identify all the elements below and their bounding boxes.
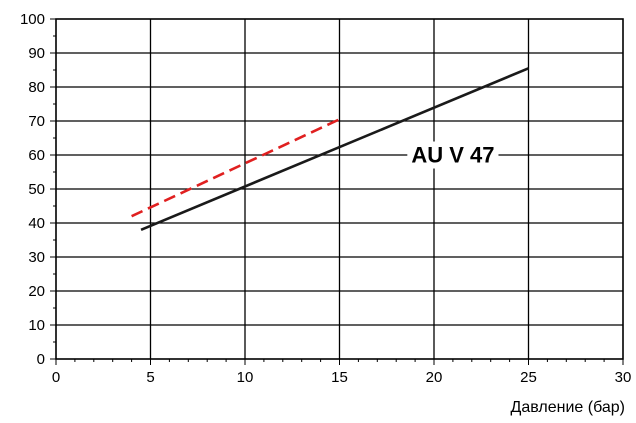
y-tick-label: 0 [37, 351, 45, 368]
y-tick-label: 90 [28, 45, 45, 62]
y-tick-label: 60 [28, 147, 45, 164]
y-tick-label: 100 [20, 11, 45, 28]
grid [56, 19, 623, 359]
x-tick-label: 30 [615, 369, 632, 386]
y-tick-labels: 0 10 20 30 40 50 60 70 80 90 100 [20, 11, 45, 368]
annotation-background [407, 141, 499, 169]
y-tick-label: 20 [28, 283, 45, 300]
x-axis-label: Давление (бар) [511, 399, 625, 416]
x-tick-label: 20 [426, 369, 443, 386]
x-tick-labels: 0 5 10 15 20 25 30 [52, 369, 632, 386]
series-lines [131, 67, 530, 231]
y-tick-label: 10 [28, 317, 45, 334]
plot-frame [55, 18, 624, 360]
minor-ticks [50, 18, 624, 365]
y-tick-label: 40 [28, 215, 45, 232]
plot-border [55, 18, 624, 360]
x-tick-label: 25 [520, 369, 537, 386]
annotation-group: AU V 47 [407, 141, 499, 169]
series-line-1 [140, 67, 530, 231]
x-tick-label: 10 [237, 369, 254, 386]
series-line-2 [131, 118, 341, 218]
annotation-label: AU V 47 [411, 143, 494, 168]
y-tick-label: 80 [28, 79, 45, 96]
y-tick-label: 70 [28, 113, 45, 130]
y-tick-label: 50 [28, 181, 45, 198]
x-tick-label: 0 [52, 369, 60, 386]
x-tick-label: 15 [331, 369, 348, 386]
y-tick-label: 30 [28, 249, 45, 266]
x-tick-label: 5 [146, 369, 154, 386]
